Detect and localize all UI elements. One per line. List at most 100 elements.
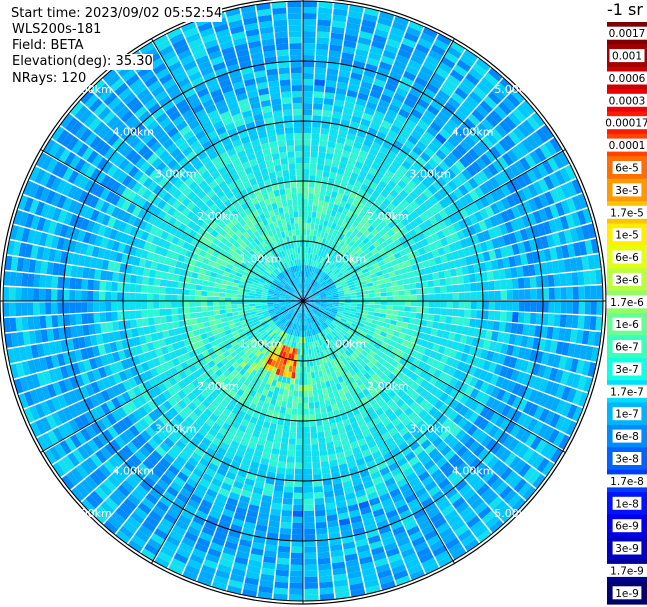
ppi-cell [326,302,333,304]
ppi-cell [352,228,360,236]
ppi-cell [443,269,451,278]
ppi-cell [412,415,422,426]
ppi-cell [303,37,316,44]
ppi-cell [550,382,560,397]
ppi-cell [380,93,393,104]
ppi-cell [400,267,408,275]
ppi-cell [561,342,570,356]
ppi-cell [274,405,281,413]
ppi-cell [171,294,178,301]
ppi-cell [165,308,172,316]
ppi-cell [306,366,311,373]
ppi-cell [353,279,360,284]
ppi-cell [407,59,422,71]
ppi-cell [341,150,351,159]
ppi-cell [391,281,398,287]
ppi-cell [405,119,417,130]
ppi-cell [410,289,417,295]
ppi-cell [135,293,142,301]
ppi-cell [350,72,363,81]
ppi-cell [304,289,306,296]
ppi-cell [177,301,184,308]
ppi-cell [328,50,342,58]
ppi-cell [477,338,485,349]
ppi-cell [384,82,398,93]
ppi-cell [468,213,478,225]
ppi-cell [375,377,384,386]
ppi-cell [295,462,303,469]
ppi-cell [166,273,174,281]
ppi-cell [362,237,370,245]
ppi-cell [495,187,506,200]
ppi-cell [136,318,143,328]
ppi-cell [522,324,530,336]
ppi-cell [389,71,402,82]
ppi-cell [505,279,513,290]
ppi-cell [219,297,226,301]
ppi-cell [429,386,439,396]
ppi-cell [331,274,337,280]
ppi-cell [309,265,313,272]
ppi-cell [340,249,347,257]
ppi-cell [356,297,363,301]
ppi-cell [590,301,597,315]
ppi-cell [327,202,334,210]
ppi-cell [307,305,312,310]
ppi-cell [473,367,483,379]
ppi-cell [564,357,573,371]
ppi-cell [323,322,329,328]
ppi-cell [320,305,327,309]
ppi-cell [333,217,340,225]
ppi-cell [304,283,307,290]
ppi-cell [401,273,409,280]
ppi-cell [508,112,522,127]
ppi-cell [517,384,528,398]
ppi-cell [307,305,312,310]
ppi-cell [428,195,439,206]
ppi-cell [304,486,313,493]
ppi-cell [555,202,565,217]
ppi-cell [303,175,309,182]
ppi-cell [565,213,575,229]
ppi-cell [355,268,362,274]
ppi-cell [337,333,344,339]
ppi-cell [387,328,395,335]
ppi-cell [318,145,327,153]
ppi-cell [321,466,331,474]
ppi-cell [414,318,422,326]
ppi-cell [303,73,314,80]
ppi-cell [321,282,328,287]
ppi-cell [347,347,354,355]
ppi-cell [279,449,288,457]
ppi-cell [369,121,381,131]
ppi-cell [307,378,312,385]
ppi-cell [505,181,517,194]
ppi-cell [499,170,511,183]
ppi-cell [342,228,349,236]
ppi-cell [318,7,333,15]
ppi-cell [536,163,549,178]
ppi-cell [382,88,395,98]
ppi-cell [462,420,473,433]
ppi-cell [349,287,356,291]
ppi-cell [348,10,363,19]
ppi-cell [305,271,308,278]
ppi-cell [147,277,155,286]
ppi-cell [434,256,442,265]
ppi-cell [305,336,308,343]
ppi-cell [276,467,286,474]
ppi-cell [321,207,328,214]
ppi-cell [516,189,528,203]
ppi-cell [422,260,431,268]
ppi-cell [507,438,520,452]
ppi-cell [189,283,197,290]
ppi-cell [348,313,356,318]
ppi-cell [272,442,281,450]
ppi-cell [307,217,312,224]
ppi-cell [275,430,283,438]
ppi-cell [276,424,284,432]
ppi-cell [420,253,429,262]
ppi-cell [428,307,435,315]
ppi-cell [439,144,451,156]
ppi-cell [373,136,384,146]
